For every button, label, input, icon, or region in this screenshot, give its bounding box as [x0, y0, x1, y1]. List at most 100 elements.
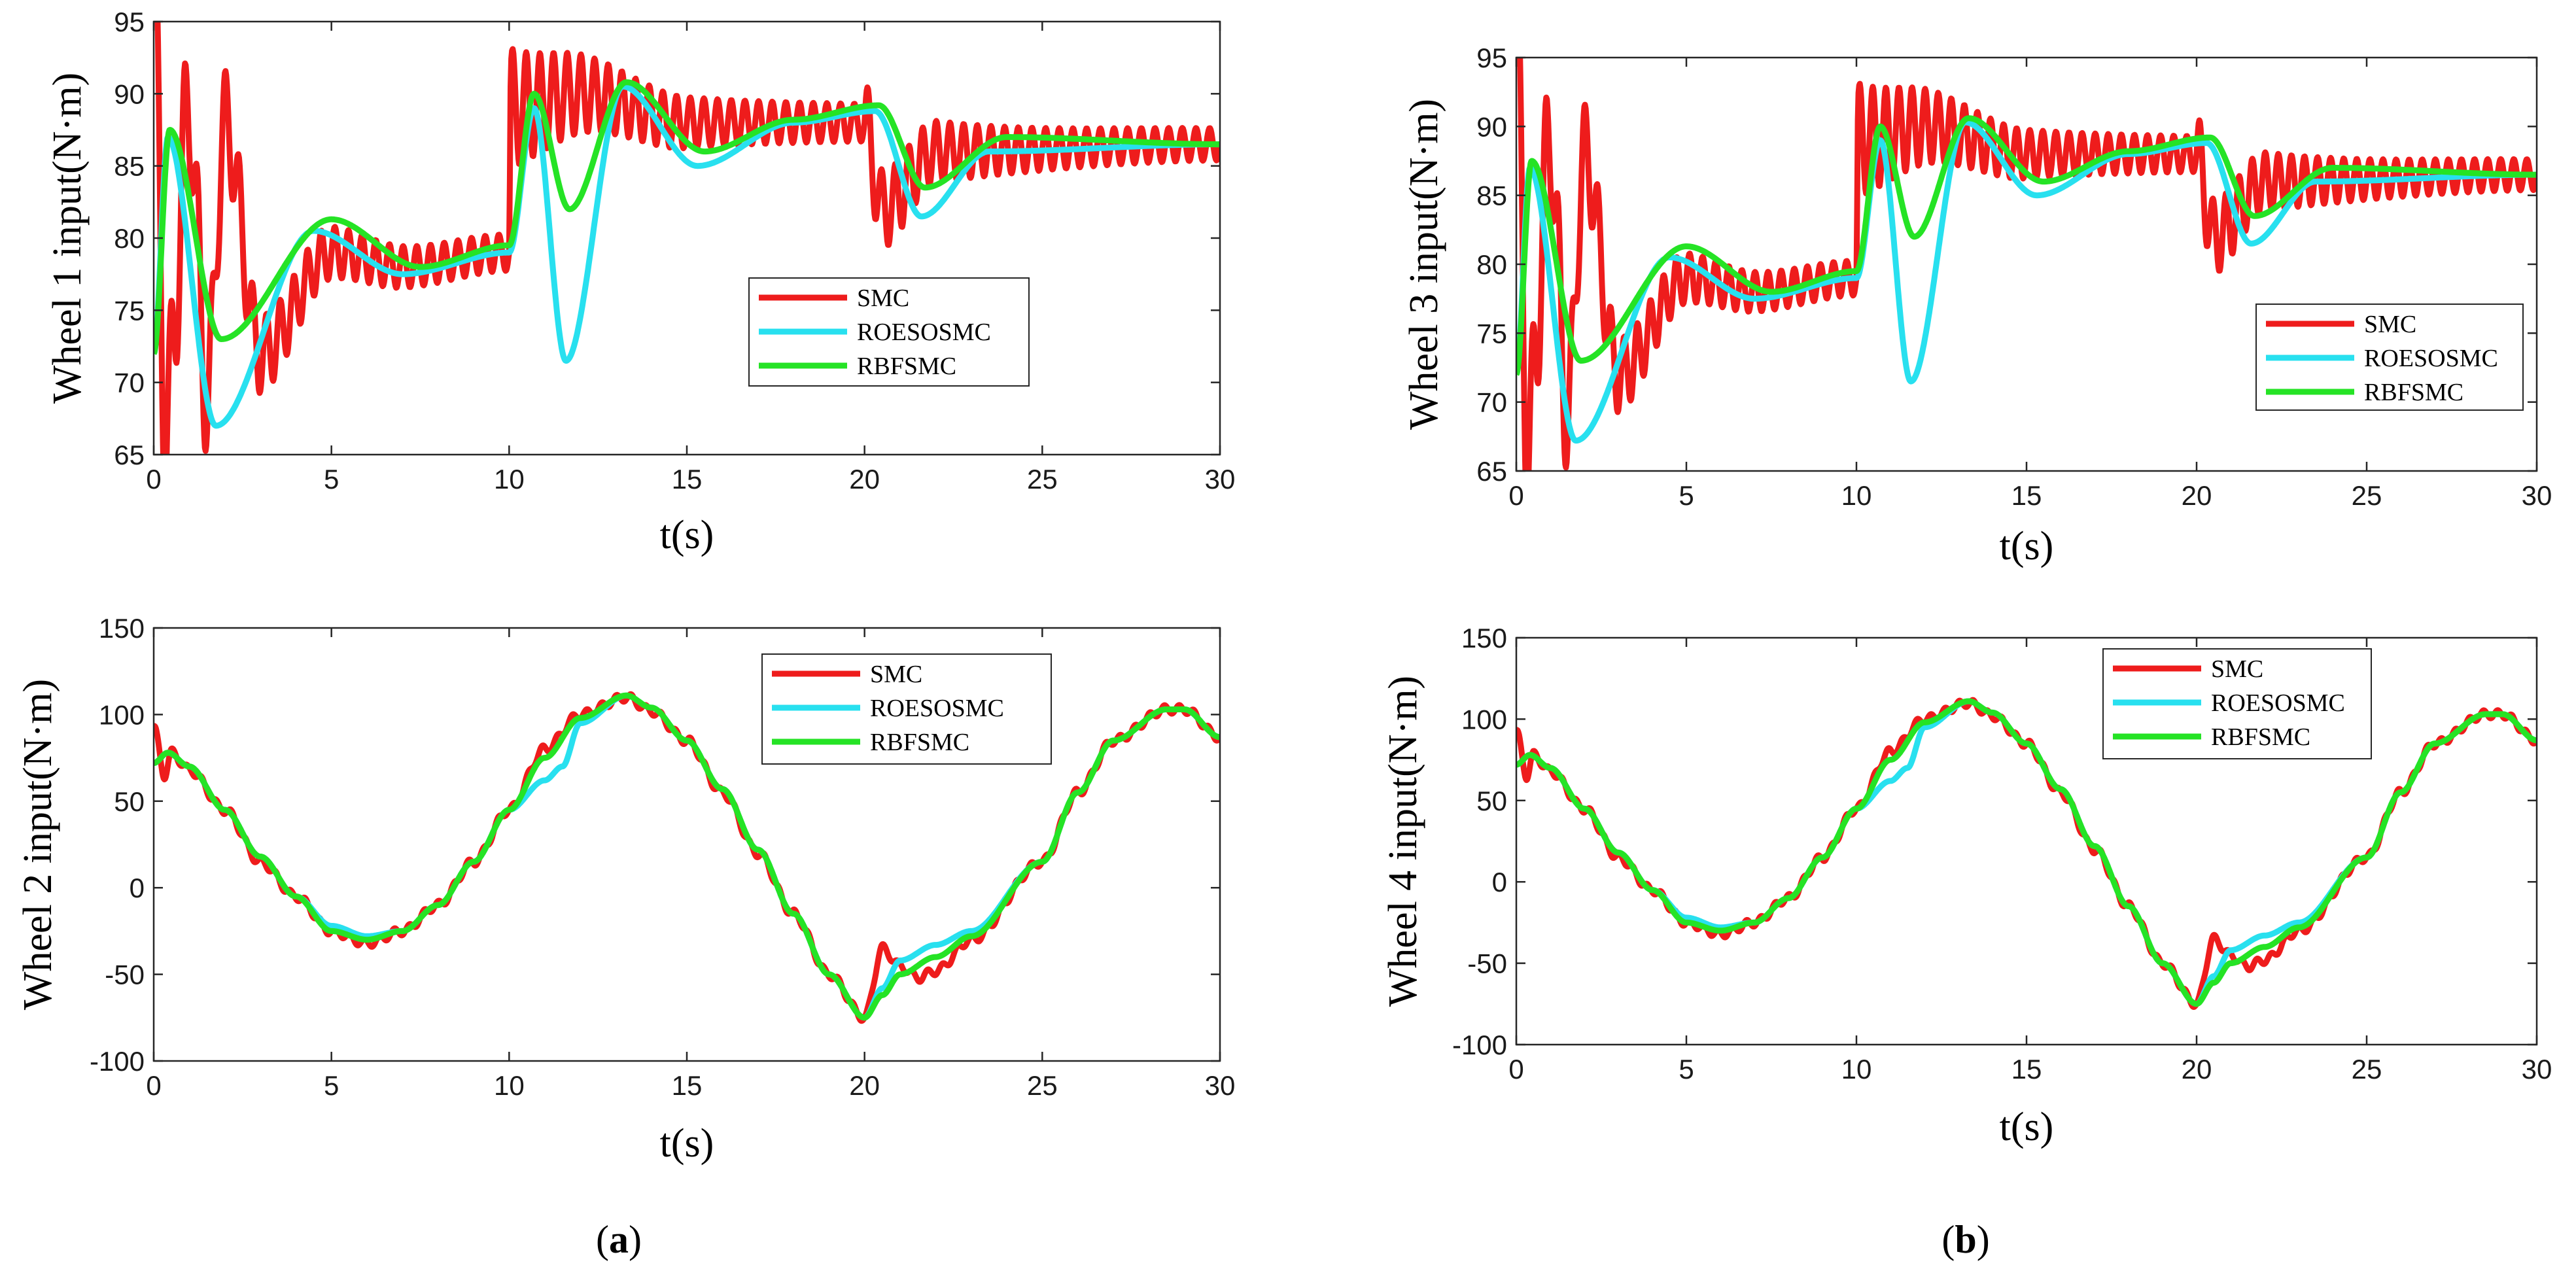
y-tick-label: 85 — [114, 151, 145, 182]
y-tick-label: 50 — [114, 786, 145, 817]
chart-wheel1: 0 5 10 15 20 25 30 65 70 75 80 85 90 95 t(s) Wheel 1 in… — [45, 7, 1236, 557]
plot-area — [154, 628, 1220, 1061]
series-line-roesosmc — [1516, 119, 2537, 444]
y-tick-label: -100 — [90, 1046, 145, 1077]
legend: SMC ROESOSMC RBFSMC — [2255, 304, 2524, 411]
legend: SMC ROESOSMC RBFSMC — [2102, 648, 2372, 759]
y-tick-label: 80 — [114, 223, 145, 254]
y-axis-title: Wheel 3 input(N·m) — [1402, 99, 1446, 430]
x-tick-label: 15 — [672, 464, 703, 495]
plot-area — [154, 22, 1220, 455]
chart-wheel2: 0 5 10 15 20 25 30 -100 -50 0 50 100 150 t(s) Wheel 2 … — [16, 613, 1235, 1166]
y-axis-title: Wheel 1 input(N·m) — [45, 73, 90, 404]
x-tick-label: 25 — [2352, 1054, 2382, 1084]
x-tick-label: 25 — [2352, 480, 2382, 511]
panel-label-a: (a) — [596, 1218, 642, 1261]
y-tick-label: 50 — [1476, 786, 1507, 816]
y-tick-label: 90 — [1476, 111, 1507, 142]
y-tick-label: 80 — [1476, 249, 1507, 280]
x-tick-label: 15 — [2011, 480, 2042, 511]
series-line-rbfsmc — [154, 692, 1220, 1021]
x-tick-label: 20 — [849, 464, 880, 495]
legend-label-smc: SMC — [2211, 655, 2263, 683]
y-axis-title: Wheel 4 input(N·m) — [1381, 676, 1425, 1007]
x-tick-label: 30 — [2522, 1054, 2552, 1084]
x-tick-label: 15 — [672, 1070, 703, 1101]
y-tick-label: 100 — [1461, 704, 1507, 735]
series-group — [154, 22, 1220, 455]
x-axis-title: t(s) — [2000, 524, 2054, 568]
x-tick-label: 10 — [494, 464, 525, 495]
y-tick-label: 0 — [1492, 867, 1507, 897]
series-line-rbfsmc — [1516, 698, 2537, 1007]
x-axis-title: t(s) — [2000, 1105, 2054, 1149]
y-axis-title: Wheel 2 input(N·m) — [16, 679, 60, 1010]
x-tick-label: 25 — [1027, 1070, 1058, 1101]
legend-label-rbfsmc: RBFSMC — [870, 729, 969, 756]
legend: SMC ROESOSMC RBFSMC — [748, 277, 1030, 387]
x-tick-label: 0 — [146, 1070, 161, 1101]
plot-area — [1516, 638, 2537, 1045]
x-tick-label: 25 — [1027, 464, 1058, 495]
x-tick-label: 30 — [1205, 464, 1236, 495]
legend-label-roesosmc: ROESOSMC — [2364, 345, 2498, 372]
series-group — [1516, 58, 2537, 471]
y-tick-label: 150 — [99, 613, 145, 644]
x-tick-label: 5 — [1679, 480, 1694, 511]
y-tick-label: 90 — [114, 78, 145, 109]
x-tick-label: 0 — [1508, 480, 1523, 511]
y-tick-label: -50 — [1467, 948, 1507, 979]
x-tick-label: 0 — [146, 464, 161, 495]
series-line-rbfsmc — [154, 79, 1220, 356]
y-tick-label: 70 — [114, 368, 145, 398]
y-tick-label: 65 — [114, 440, 145, 470]
x-tick-label: 5 — [324, 464, 339, 495]
chart-wheel4: 0 5 10 15 20 25 30 -100 -50 0 50 100 150 t(s) Wheel 4 … — [1381, 623, 2552, 1149]
y-tick-label: -50 — [105, 960, 145, 990]
y-tick-label: 65 — [1476, 456, 1507, 487]
legend-label-roesosmc: ROESOSMC — [857, 319, 991, 346]
panel-label-b-letter: b — [1955, 1218, 1976, 1261]
legend-label-smc: SMC — [857, 285, 909, 312]
x-tick-label: 5 — [324, 1070, 339, 1101]
legend-label-smc: SMC — [2364, 311, 2416, 338]
legend-label-rbfsmc: RBFSMC — [857, 353, 956, 380]
series-line-roesosmc — [154, 83, 1220, 429]
x-tick-label: 20 — [2182, 1054, 2212, 1084]
y-tick-label: 150 — [1461, 623, 1507, 653]
series-line-rbfsmc — [1516, 115, 2537, 377]
chart-wheel3: 0 5 10 15 20 25 30 65 70 75 80 85 90 95 t(s) Wheel 3 in… — [1402, 43, 2552, 568]
x-tick-label: 30 — [1205, 1070, 1236, 1101]
y-tick-label: -100 — [1452, 1030, 1507, 1060]
y-tick-label: 0 — [130, 873, 145, 903]
x-tick-label: 10 — [1841, 480, 1872, 511]
x-tick-label: 5 — [1679, 1054, 1694, 1084]
x-tick-label: 20 — [849, 1070, 880, 1101]
x-tick-label: 15 — [2011, 1054, 2042, 1084]
y-tick-label: 75 — [1476, 318, 1507, 349]
y-tick-label: 100 — [99, 699, 145, 730]
x-tick-label: 10 — [494, 1070, 525, 1101]
legend: SMC ROESOSMC RBFSMC — [761, 653, 1052, 765]
legend-label-smc: SMC — [870, 661, 922, 688]
series-group — [154, 691, 1220, 1024]
y-tick-label: 95 — [1476, 43, 1507, 73]
x-tick-label: 30 — [2522, 480, 2552, 511]
x-tick-label: 10 — [1841, 1054, 1872, 1084]
x-tick-label: 0 — [1508, 1054, 1523, 1084]
legend-label-rbfsmc: RBFSMC — [2211, 723, 2310, 751]
legend-label-roesosmc: ROESOSMC — [870, 695, 1004, 722]
legend-label-roesosmc: ROESOSMC — [2211, 689, 2345, 717]
x-axis-title: t(s) — [660, 513, 714, 557]
y-tick-label: 85 — [1476, 181, 1507, 211]
panel-label-a-letter: a — [609, 1218, 629, 1261]
y-tick-label: 95 — [114, 7, 145, 37]
legend-label-rbfsmc: RBFSMC — [2364, 379, 2463, 406]
x-tick-label: 20 — [2182, 480, 2212, 511]
y-tick-label: 75 — [114, 295, 145, 326]
series-group — [1516, 697, 2537, 1010]
panel-label-b: (b) — [1941, 1218, 1989, 1261]
x-axis-title: t(s) — [660, 1121, 714, 1166]
y-tick-label: 70 — [1476, 387, 1507, 418]
